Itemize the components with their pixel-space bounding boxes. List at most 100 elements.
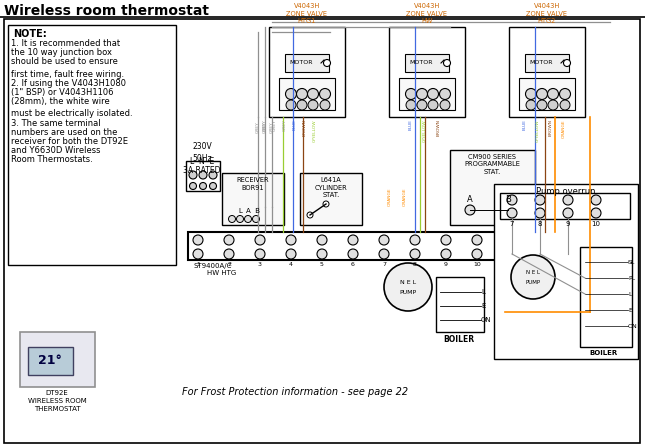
Text: BLUE: BLUE	[293, 119, 297, 130]
Circle shape	[410, 249, 420, 259]
Text: GREY: GREY	[263, 121, 267, 133]
Bar	[285, 54, 329, 72]
Text: 6: 6	[351, 262, 355, 267]
Circle shape	[406, 100, 416, 110]
Bar	[500, 193, 630, 219]
Text: MOTOR: MOTOR	[289, 60, 313, 66]
Circle shape	[286, 89, 297, 100]
Circle shape	[406, 89, 417, 100]
Circle shape	[237, 215, 244, 223]
Circle shape	[384, 263, 432, 311]
Text: V4043H
ZONE VALVE
HW: V4043H ZONE VALVE HW	[406, 3, 448, 24]
Text: first time, fault free wiring.: first time, fault free wiring.	[11, 70, 124, 79]
Text: DT92E
WIRELESS ROOM
THERMOSTAT: DT92E WIRELESS ROOM THERMOSTAT	[28, 390, 86, 412]
Text: GREY: GREY	[273, 119, 277, 131]
Circle shape	[537, 89, 548, 100]
Text: 10: 10	[591, 221, 600, 227]
Circle shape	[507, 195, 517, 205]
Circle shape	[591, 195, 601, 205]
Text: L  N  E: L N E	[190, 157, 214, 166]
Text: 2. If using the V4043H1080: 2. If using the V4043H1080	[11, 79, 126, 88]
Bar	[525, 54, 569, 72]
Text: 7: 7	[382, 262, 386, 267]
Text: BLUE: BLUE	[523, 119, 527, 130]
Text: PL: PL	[628, 275, 635, 281]
Text: 21°: 21°	[38, 354, 62, 367]
Text: PUMP: PUMP	[399, 290, 417, 295]
Circle shape	[348, 235, 358, 245]
Text: should be used to ensure: should be used to ensure	[11, 57, 118, 67]
Text: 9: 9	[566, 221, 570, 227]
Circle shape	[428, 89, 439, 100]
Text: MOTOR: MOTOR	[530, 60, 553, 66]
Text: (28mm), the white wire: (28mm), the white wire	[11, 97, 110, 106]
Text: CM900 SERIES
PROGRAMMABLE
STAT.: CM900 SERIES PROGRAMMABLE STAT.	[464, 154, 520, 175]
Text: ST9400A/C: ST9400A/C	[194, 263, 232, 269]
Circle shape	[348, 249, 358, 259]
Circle shape	[472, 249, 482, 259]
Text: SL: SL	[628, 260, 635, 265]
Circle shape	[503, 205, 513, 215]
Circle shape	[537, 100, 547, 110]
Circle shape	[319, 89, 330, 100]
Text: BLUE: BLUE	[409, 119, 413, 130]
Text: ORANGE: ORANGE	[388, 187, 392, 206]
Text: BROWN: BROWN	[549, 119, 553, 136]
Bar	[269, 27, 345, 117]
Circle shape	[324, 59, 330, 67]
Circle shape	[244, 215, 252, 223]
Text: Pump overrun: Pump overrun	[536, 187, 596, 196]
Circle shape	[297, 89, 308, 100]
Text: 2: 2	[227, 262, 231, 267]
Circle shape	[563, 208, 573, 218]
Bar	[399, 78, 455, 110]
Bar	[389, 27, 465, 117]
Circle shape	[535, 195, 545, 205]
Circle shape	[286, 235, 296, 245]
Circle shape	[441, 249, 451, 259]
Text: N E L: N E L	[526, 270, 540, 275]
Circle shape	[193, 249, 203, 259]
Text: E: E	[481, 303, 486, 309]
Text: BOILER: BOILER	[444, 335, 475, 344]
Bar	[300, 173, 362, 225]
Circle shape	[526, 100, 536, 110]
Circle shape	[379, 249, 389, 259]
Text: 3: 3	[258, 262, 262, 267]
Text: the 10 way junction box: the 10 way junction box	[11, 48, 112, 57]
Bar	[494, 184, 638, 359]
Circle shape	[548, 89, 559, 100]
Circle shape	[439, 89, 450, 100]
Circle shape	[591, 208, 601, 218]
Bar	[186, 161, 220, 191]
Text: must be electrically isolated.: must be electrically isolated.	[11, 110, 133, 118]
Text: 3. The same terminal: 3. The same terminal	[11, 118, 101, 127]
Bar	[436, 277, 484, 332]
Text: MOTOR: MOTOR	[409, 60, 433, 66]
Text: GREY: GREY	[263, 119, 267, 131]
Text: B: B	[505, 194, 511, 203]
Circle shape	[507, 208, 517, 218]
Circle shape	[286, 249, 296, 259]
Circle shape	[563, 195, 573, 205]
Circle shape	[526, 89, 537, 100]
Circle shape	[444, 59, 450, 67]
Text: NOTE:: NOTE:	[13, 29, 46, 39]
Text: 1. It is recommended that: 1. It is recommended that	[11, 39, 120, 48]
Text: 8: 8	[538, 221, 542, 227]
Circle shape	[190, 182, 197, 190]
Circle shape	[417, 100, 427, 110]
Text: RECEIVER
BOR91: RECEIVER BOR91	[237, 177, 270, 190]
Bar	[222, 173, 284, 225]
Text: HW HTG: HW HTG	[208, 270, 237, 276]
Circle shape	[323, 201, 329, 207]
Text: A: A	[467, 194, 473, 203]
Text: PUMP: PUMP	[526, 279, 541, 284]
Text: BROWN: BROWN	[303, 119, 307, 136]
Text: L641A
CYLINDER
STAT.: L641A CYLINDER STAT.	[315, 177, 348, 198]
Circle shape	[428, 100, 438, 110]
Bar	[8, 25, 176, 265]
Circle shape	[535, 208, 545, 218]
Circle shape	[199, 182, 206, 190]
Circle shape	[193, 235, 203, 245]
